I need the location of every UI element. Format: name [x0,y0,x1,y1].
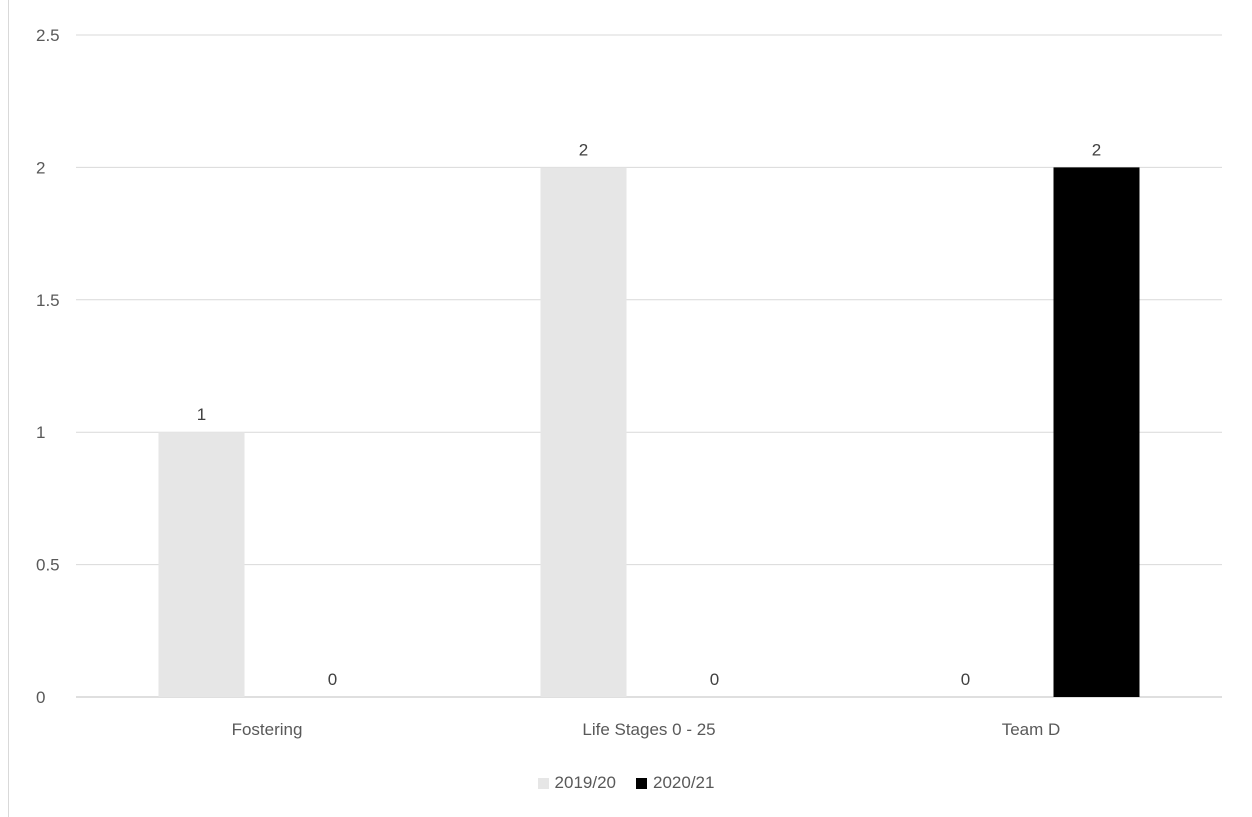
data-label: 0 [328,670,337,689]
data-label: 2 [1092,140,1101,159]
y-tick-label: 1.5 [36,291,60,310]
legend-item-2020-21: 2020/21 [636,773,714,793]
category-label: Fostering [232,720,303,739]
bar [540,167,627,697]
y-tick-label: 2 [36,158,45,177]
data-label: 1 [197,405,206,424]
legend: 2019/20 2020/21 [0,770,1252,796]
y-tick-label: 0.5 [36,556,60,575]
data-label: 2 [579,140,588,159]
y-tick-label: 1 [36,423,45,442]
legend-swatch-2019-20 [537,777,549,789]
bar [158,432,245,697]
y-tick-label: 0 [36,688,45,707]
y-tick-label: 2.5 [36,26,60,45]
category-label: Team D [1002,720,1061,739]
bar [1053,167,1140,697]
frame-border [8,0,9,817]
data-label: 0 [961,670,970,689]
legend-label-2019-20: 2019/20 [554,773,616,792]
legend-label-2020-21: 2020/21 [653,773,715,792]
data-label: 0 [710,670,719,689]
legend-item-2019-20: 2019/20 [537,773,616,793]
legend-swatch-2020-21 [636,777,647,789]
category-label: Life Stages 0 - 25 [582,720,715,739]
